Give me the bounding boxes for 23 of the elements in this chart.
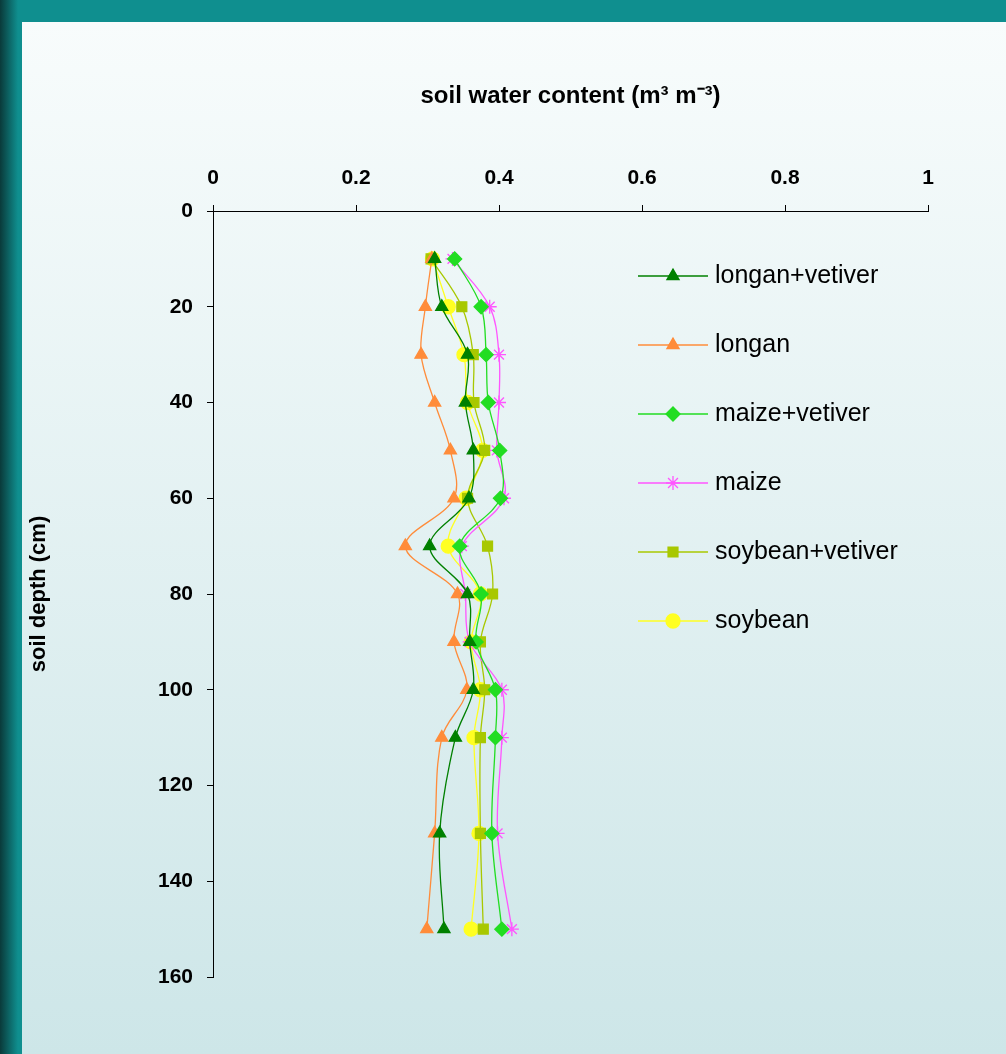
y-tick-label: 0 xyxy=(181,197,193,221)
x-tick-label: 0.2 xyxy=(341,165,371,189)
y-tick-label: 80 xyxy=(169,580,193,604)
y-tick-label: 160 xyxy=(157,963,193,987)
y-tick-label: 100 xyxy=(157,676,193,700)
y-axis-title: soil depth (cm) xyxy=(25,515,51,673)
x-tick-label: 0.8 xyxy=(770,165,800,189)
y-tick-label: 140 xyxy=(157,868,193,892)
legend-label: longan xyxy=(715,328,791,357)
x-axis-title: soil water content (m³ m⁻³) xyxy=(420,81,721,109)
y-tick-label: 60 xyxy=(169,485,193,509)
x-tick-label: 0 xyxy=(207,165,219,189)
legend-label: soybean+vetiver xyxy=(715,535,898,564)
legend-label: maize xyxy=(715,466,782,495)
y-tick-label: 40 xyxy=(169,389,193,413)
y-tick-label: 20 xyxy=(169,293,193,317)
y-tick-label: 120 xyxy=(157,772,193,796)
legend-label: longan+vetiver xyxy=(715,259,879,288)
x-tick-label: 0.6 xyxy=(627,165,657,189)
legend-label: maize+vetiver xyxy=(715,397,870,426)
legend-label: soybean xyxy=(715,604,810,633)
x-tick-label: 1 xyxy=(922,165,935,189)
x-tick-label: 0.4 xyxy=(484,165,514,189)
